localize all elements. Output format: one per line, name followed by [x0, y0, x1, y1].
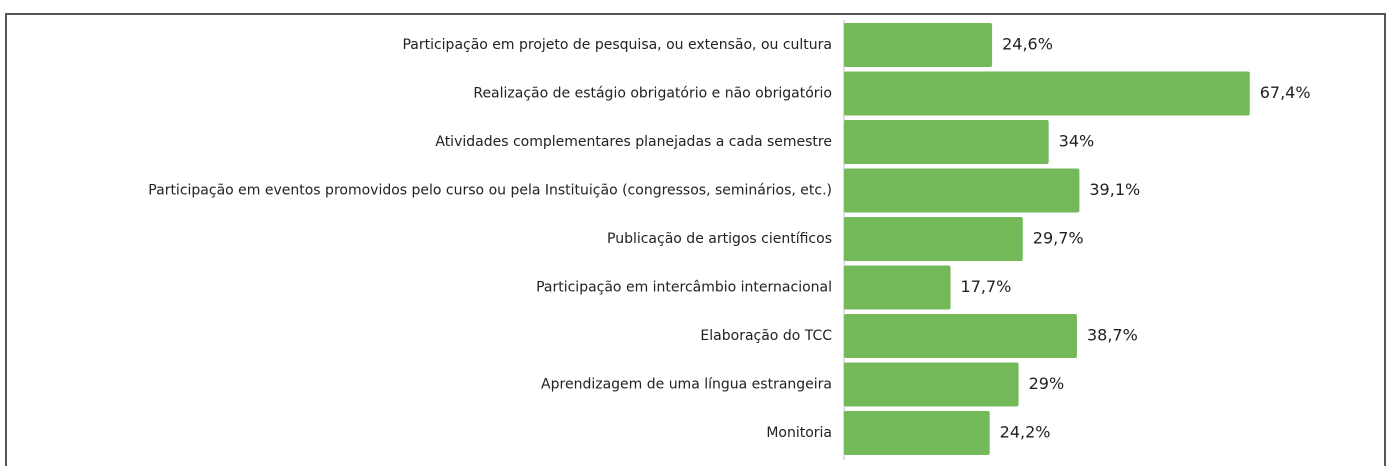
value-label: 34% [1059, 132, 1095, 151]
value-label: 29,7% [1033, 229, 1084, 248]
category-label: Atividades complementares planejadas a c… [435, 134, 832, 150]
category-label: Realização de estágio obrigatório e não … [473, 86, 832, 102]
value-label: 38,7% [1087, 326, 1138, 345]
category-label: Elaboração do TCC [700, 328, 832, 344]
category-label: Aprendizagem de uma língua estrangeira [541, 377, 832, 393]
bar [844, 168, 1080, 213]
value-label: 24,6% [1002, 35, 1053, 54]
category-label: Monitoria [766, 425, 832, 441]
bar [844, 23, 993, 67]
bar [844, 265, 951, 310]
bar [844, 314, 1077, 358]
value-label: 24,2% [1000, 423, 1051, 442]
bar [844, 120, 1049, 164]
bar [844, 217, 1023, 261]
category-label: Participação em projeto de pesquisa, ou … [402, 37, 832, 53]
value-label: 39,1% [1089, 180, 1140, 199]
category-label: Participação em eventos promovidos pelo … [148, 183, 832, 199]
value-label: 67,4% [1260, 83, 1311, 102]
frame [5, 13, 1386, 466]
value-label: 17,7% [961, 277, 1012, 296]
value-label: 29% [1029, 374, 1065, 393]
bar [844, 362, 1019, 407]
bar [844, 71, 1250, 116]
category-label: Publicação de artigos científicos [607, 231, 832, 247]
category-label: Participação em intercâmbio internaciona… [536, 280, 832, 296]
bar [844, 411, 990, 455]
